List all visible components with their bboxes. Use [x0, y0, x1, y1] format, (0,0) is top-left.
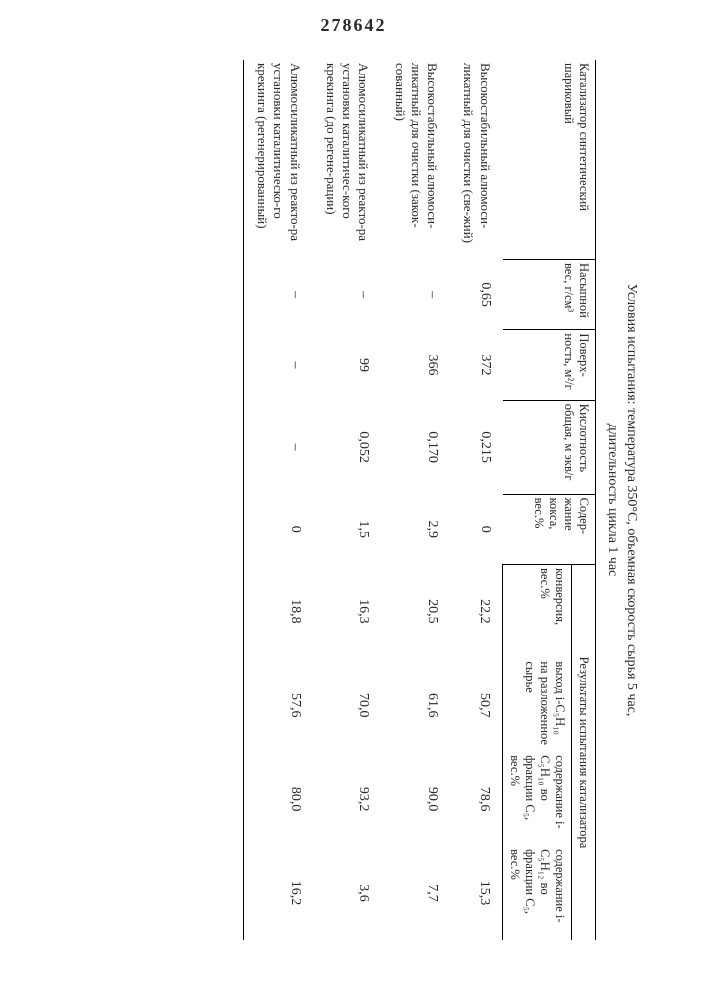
cell-yield: 61,6	[381, 658, 450, 752]
test-conditions: Условия испытания: температура 350°С, об…	[602, 60, 640, 940]
cell-cat: Высокостабильный алюмоси-ликатный для оч…	[450, 60, 503, 259]
cell-yield: 50,7	[450, 658, 503, 752]
doc-number: 278642	[0, 15, 707, 36]
cell-bulk: –	[243, 259, 312, 329]
col-bulk: Насыпной вес, г/см³	[503, 259, 596, 329]
cell-c5h10: 93,2	[313, 752, 382, 846]
table-row: Алюмосиликатный из реакто-ра установки к…	[243, 60, 312, 940]
cell-bulk: –	[313, 259, 382, 329]
cell-c5h10: 78,6	[450, 752, 503, 846]
results-table: Катализатор синтетический шариковый Насы…	[243, 60, 596, 940]
col-catalyst: Катализатор синтетический шариковый	[503, 60, 596, 259]
col-coke: Содер-жание кокса, вес.%	[503, 494, 596, 564]
cell-cat: Алюмосиликатный из реакто-ра установки к…	[313, 60, 382, 259]
cell-c5h12: 3,6	[313, 846, 382, 940]
cell-coke: 1,5	[313, 494, 382, 564]
cell-acid: 0,052	[313, 400, 382, 494]
cell-bulk: –	[381, 259, 450, 329]
col-c5h12: содержание i-C₅H₁₂ во фракции C₅, вес.%	[503, 846, 572, 940]
cell-c5h10: 90,0	[381, 752, 450, 846]
cell-acid: 0,215	[450, 400, 503, 494]
cell-conv: 18,8	[243, 564, 312, 658]
cell-c5h10: 80,0	[243, 752, 312, 846]
cell-cat: Высокостабильный алюмоси-ликатный для оч…	[381, 60, 450, 259]
table-row: Высокостабильный алюмоси-ликатный для оч…	[381, 60, 450, 940]
table-row: Высокостабильный алюмоси-ликатный для оч…	[450, 60, 503, 940]
cell-acid: 0,170	[381, 400, 450, 494]
cell-yield: 57,6	[243, 658, 312, 752]
cell-coke: 2,9	[381, 494, 450, 564]
cell-conv: 22,2	[450, 564, 503, 658]
cell-c5h12: 7,7	[381, 846, 450, 940]
cell-coke: 0	[243, 494, 312, 564]
col-c5h10: содержание i-C₅H₁₀ во фракции C₅, вес.%	[503, 752, 572, 846]
cell-coke: 0	[450, 494, 503, 564]
cell-surf: 366	[381, 330, 450, 400]
col-yield: выход i-C₅H₁₀ на разложенное сырье	[503, 658, 572, 752]
col-conversion: конверсия, вес.%	[503, 564, 572, 658]
col-acidity: Кислотность общая, м экв/г	[503, 400, 596, 494]
cell-c5h12: 16,2	[243, 846, 312, 940]
cell-conv: 16,3	[313, 564, 382, 658]
table-row: Алюмосиликатный из реакто-ра установки к…	[313, 60, 382, 940]
col-results-group: Результаты испытания катализатора	[572, 564, 596, 940]
cell-yield: 70,0	[313, 658, 382, 752]
cell-cat: Алюмосиликатный из реакто-ра установки к…	[243, 60, 312, 259]
cell-bulk: 0,65	[450, 259, 503, 329]
cell-surf: –	[243, 330, 312, 400]
cell-surf: 99	[313, 330, 382, 400]
col-surface: Поверх-ность, м²/г	[503, 330, 596, 400]
cell-surf: 372	[450, 330, 503, 400]
cell-conv: 20,5	[381, 564, 450, 658]
conditions-line2: длительность цикла 1 час	[605, 424, 620, 577]
cell-c5h12: 15,3	[450, 846, 503, 940]
cell-acid: –	[243, 400, 312, 494]
conditions-line1: Условия испытания: температура 350°С, об…	[624, 284, 639, 717]
rotated-table-container: Условия испытания: температура 350°С, об…	[80, 60, 640, 940]
